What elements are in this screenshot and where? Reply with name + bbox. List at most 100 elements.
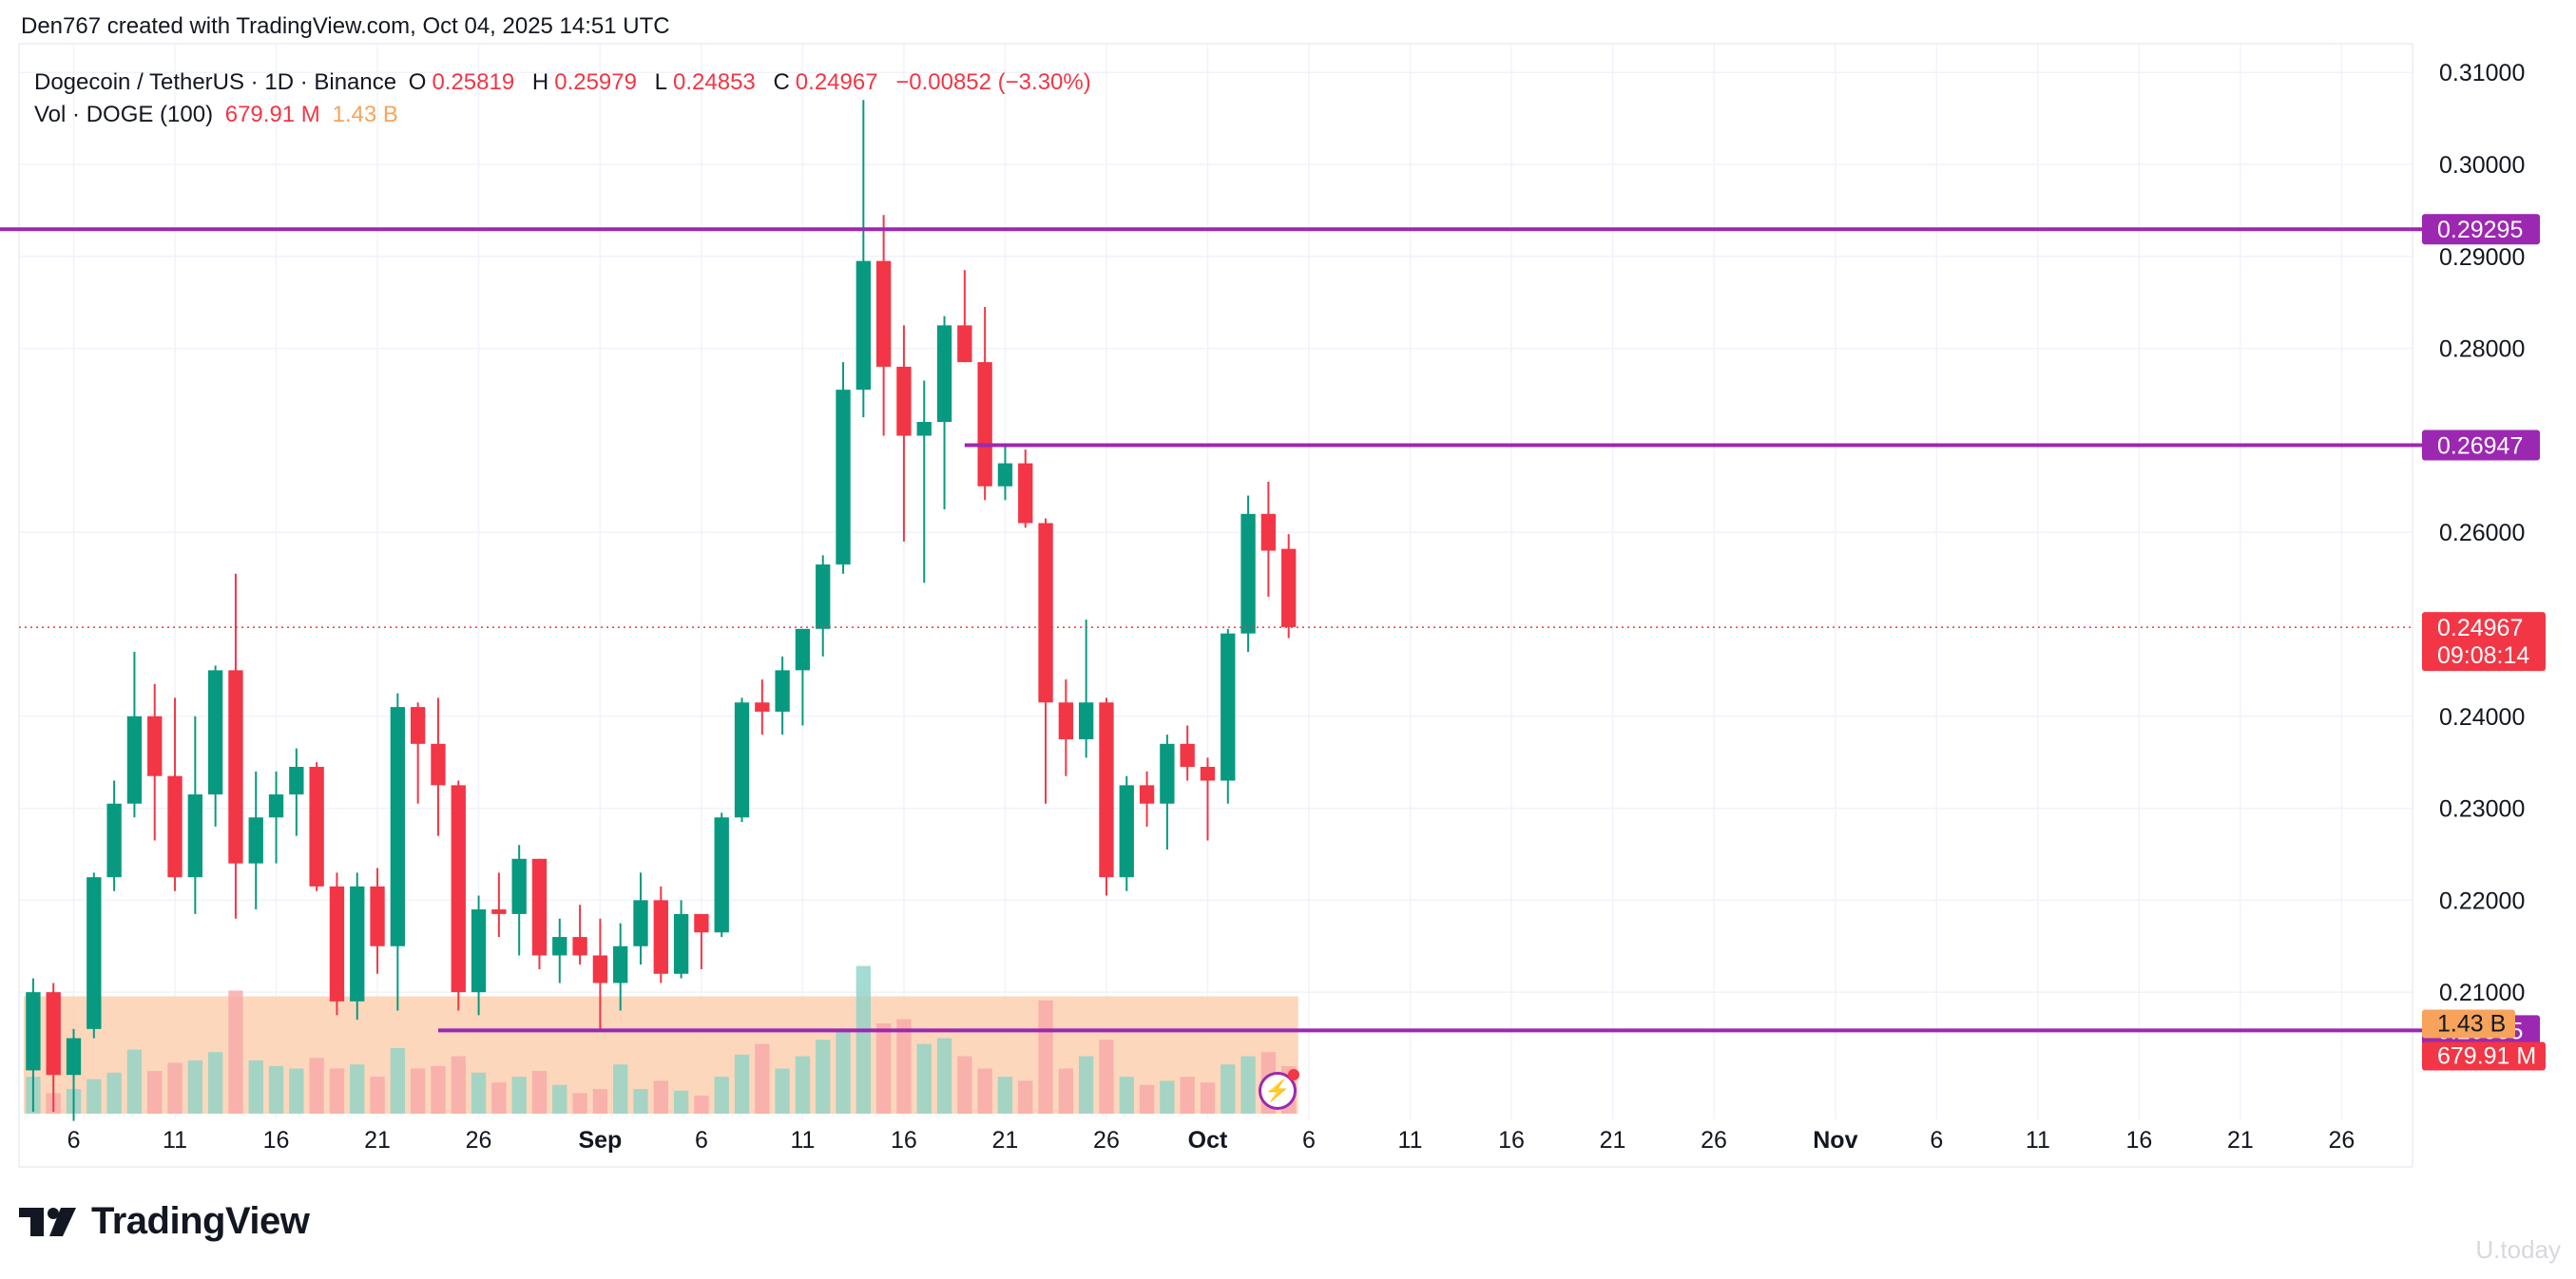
candle-body[interactable] <box>228 670 243 864</box>
candle-body[interactable] <box>977 362 992 487</box>
x-axis-label: 6 <box>67 1127 81 1154</box>
volume-bar <box>390 1047 406 1114</box>
candle-body[interactable] <box>896 366 912 436</box>
volume-bar <box>653 1080 668 1114</box>
candle-body[interactable] <box>694 913 709 933</box>
candle-body[interactable] <box>289 767 304 795</box>
candle-body[interactable] <box>46 992 61 1076</box>
candle-body[interactable] <box>410 707 426 744</box>
x-axis-label: 26 <box>1701 1127 1727 1154</box>
candle-body[interactable] <box>26 992 41 1071</box>
candle-body[interactable] <box>167 775 183 878</box>
candle-body[interactable] <box>795 628 811 671</box>
candle-body[interactable] <box>531 858 548 956</box>
candle-body[interactable] <box>936 325 952 423</box>
volume-bar <box>289 1068 304 1114</box>
candle-body[interactable] <box>471 909 487 993</box>
volume-bar <box>248 1059 263 1114</box>
x-axis-label: 16 <box>263 1127 290 1154</box>
candle-body[interactable] <box>491 909 507 914</box>
last-price-tag <box>2422 612 2546 672</box>
candle-body[interactable] <box>714 817 729 933</box>
volume-bar <box>431 1065 446 1114</box>
candle-body[interactable] <box>633 900 648 946</box>
candle-body[interactable] <box>1139 785 1155 804</box>
candle-body[interactable] <box>653 900 668 974</box>
candle-body[interactable] <box>350 886 365 1002</box>
volume-bar <box>126 1049 143 1114</box>
flash-icon[interactable]: ⚡ <box>1259 1069 1299 1110</box>
candle-body[interactable] <box>1180 743 1195 768</box>
candle-body[interactable] <box>187 794 203 878</box>
candle-body[interactable] <box>329 886 345 1002</box>
x-axis-label: 6 <box>1930 1127 1943 1154</box>
legend-high-label: H <box>531 69 549 95</box>
candle-body[interactable] <box>816 564 831 629</box>
volume-bar <box>977 1068 992 1114</box>
volume-bar <box>613 1064 628 1114</box>
volume-ma-label: 1.43 B <box>2437 1011 2506 1038</box>
legend-volume-label[interactable]: Vol · DOGE (100) <box>34 102 214 127</box>
candle-body[interactable] <box>126 716 143 804</box>
volume-bar <box>1078 1056 1094 1114</box>
volume-bar <box>350 1064 365 1114</box>
candle-body[interactable] <box>511 858 527 914</box>
legend-volume-ma: 1.43 B <box>332 102 398 127</box>
candle-body[interactable] <box>997 463 1013 487</box>
volume-bar <box>997 1077 1013 1114</box>
candle-body[interactable] <box>1018 463 1033 524</box>
candle-body[interactable] <box>572 937 587 956</box>
candle-body[interactable] <box>309 767 324 887</box>
candle-body[interactable] <box>1038 523 1053 703</box>
candle-body[interactable] <box>775 670 790 712</box>
candle-body[interactable] <box>1160 743 1175 804</box>
candle-body[interactable] <box>734 702 750 818</box>
x-axis-label: 21 <box>1600 1127 1626 1154</box>
candle-body[interactable] <box>1078 702 1094 739</box>
candle-body[interactable] <box>1221 633 1236 781</box>
candle-body[interactable] <box>87 877 102 1029</box>
candle-body[interactable] <box>836 390 851 565</box>
volume-bar <box>511 1077 527 1114</box>
candle-body[interactable] <box>1240 513 1256 634</box>
candle-body[interactable] <box>370 886 385 946</box>
candle-body[interactable] <box>1200 767 1216 781</box>
candle-body[interactable] <box>755 702 770 712</box>
candle-body[interactable] <box>390 707 406 946</box>
candle-body[interactable] <box>875 260 892 367</box>
legend-symbol[interactable]: Dogecoin / TetherUS · 1D · Binance <box>34 69 397 95</box>
candle-body[interactable] <box>673 913 689 974</box>
candle-body[interactable] <box>613 945 628 983</box>
candle-body[interactable] <box>207 670 223 795</box>
candle-body[interactable] <box>1058 702 1074 739</box>
candle-body[interactable] <box>1119 785 1134 878</box>
candle-body[interactable] <box>431 743 446 786</box>
candle-body[interactable] <box>1260 513 1277 551</box>
candle-body[interactable] <box>1099 702 1114 878</box>
candle-body[interactable] <box>592 955 608 983</box>
volume-tag <box>2422 1041 2546 1071</box>
x-axis-label: Nov <box>1813 1127 1857 1154</box>
x-axis-label: 11 <box>790 1127 815 1154</box>
candle-body[interactable] <box>66 1038 82 1076</box>
volume-bar <box>592 1089 608 1114</box>
volume-bar <box>572 1093 587 1114</box>
volume-bar <box>1058 1068 1074 1114</box>
candle-body[interactable] <box>957 325 972 363</box>
volume-bar <box>855 965 871 1114</box>
candle-body[interactable] <box>855 260 871 391</box>
candle-body[interactable] <box>451 785 466 993</box>
volume-bar <box>228 990 243 1114</box>
candle-body[interactable] <box>106 803 122 878</box>
legend-low: 0.24853 <box>673 69 756 95</box>
legend-open: 0.25819 <box>432 69 515 95</box>
candle-body[interactable] <box>552 937 567 956</box>
candle-body[interactable] <box>248 817 263 864</box>
volume-bar <box>329 1068 345 1114</box>
candle-body[interactable] <box>147 716 163 776</box>
candle-body[interactable] <box>1281 548 1297 627</box>
candle-body[interactable] <box>268 794 284 818</box>
candle-body[interactable] <box>916 422 932 436</box>
legend-high: 0.25979 <box>554 69 637 95</box>
